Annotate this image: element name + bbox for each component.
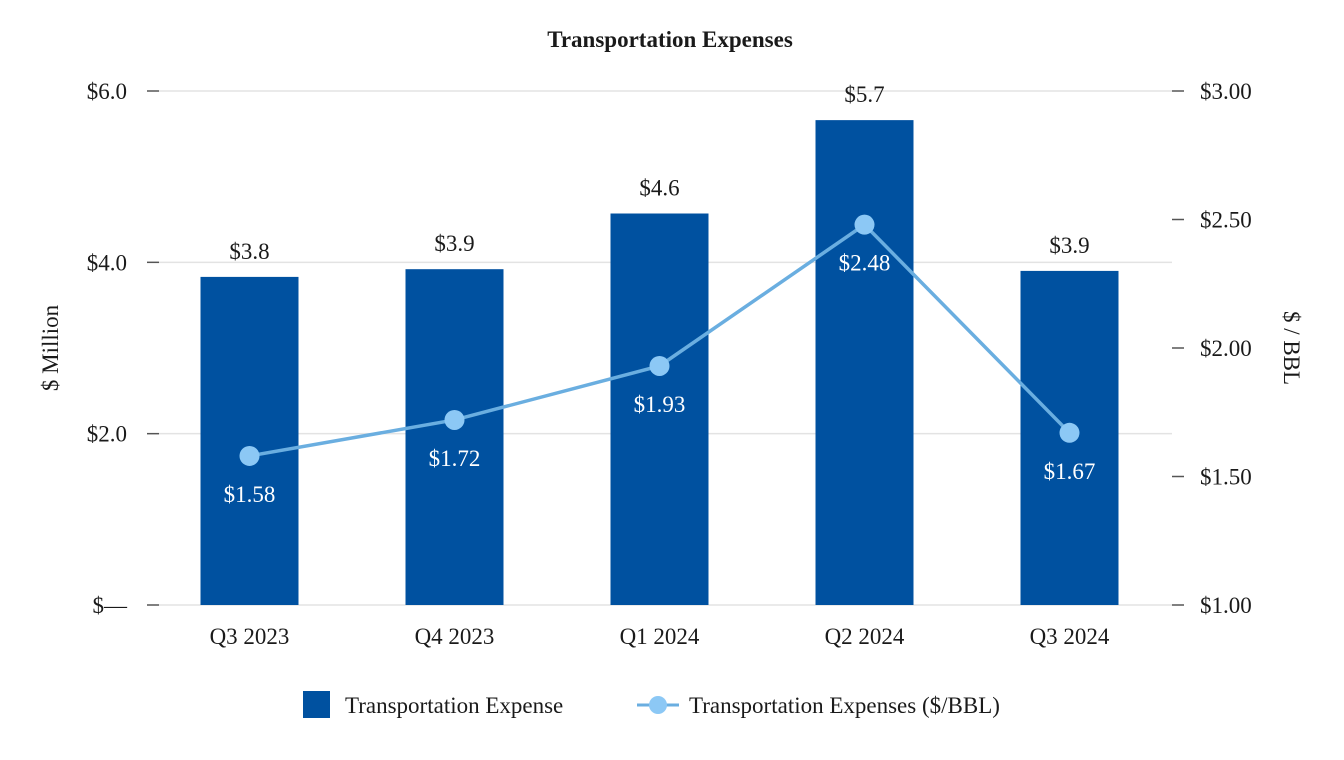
line-value-label: $1.72 [429, 446, 481, 471]
y-right-tick-label: $1.50 [1200, 465, 1252, 490]
y-left-tick-label: $— [93, 593, 129, 618]
y-right-tick-label: $2.00 [1200, 336, 1252, 361]
y-right-tick-label: $2.50 [1200, 208, 1252, 233]
x-tick-label: Q2 2024 [825, 624, 905, 649]
y-right-tick-label: $1.00 [1200, 593, 1252, 618]
legend-line-marker [649, 696, 667, 714]
y-left-tick-label: $2.0 [87, 422, 127, 447]
line-point [239, 445, 260, 466]
line-point [444, 409, 465, 430]
line-series [239, 214, 1080, 466]
bar-value-label: $3.8 [229, 239, 269, 264]
axes: $— $2.0 $4.0 $6.0 $1.00 $1.50 $2.00 $2.50 $3.00 Q… [87, 79, 1252, 649]
bar [815, 120, 914, 606]
data-labels: $3.8 $3.9 $4.6 $5.7 $3.9 $1.58 $1.72 $1.93 $2.48… [224, 82, 1096, 507]
x-tick-label: Q1 2024 [620, 624, 700, 649]
bar-value-label: $3.9 [434, 231, 474, 256]
legend-bar-swatch [303, 691, 330, 718]
bar-value-label: $3.9 [1049, 233, 1089, 258]
line-point [854, 214, 875, 235]
line-value-label: $1.58 [224, 482, 276, 507]
legend-line-label: Transportation Expenses ($/BBL) [689, 693, 1000, 718]
bar [405, 269, 504, 605]
y-left-tick-label: $4.0 [87, 250, 127, 275]
y-right-tick-label: $3.00 [1200, 79, 1252, 104]
bar [610, 213, 709, 605]
y-left-tick-label: $6.0 [87, 79, 127, 104]
x-tick-label: Q3 2024 [1030, 624, 1110, 649]
line-value-label: $1.67 [1044, 459, 1096, 484]
y-left-axis-title: $ Million [38, 304, 63, 391]
line-point [649, 355, 670, 376]
bar-value-label: $5.7 [844, 82, 884, 107]
x-tick-label: Q4 2023 [415, 624, 495, 649]
legend-bar-label: Transportation Expense [345, 693, 563, 718]
x-tick-label: Q3 2023 [210, 624, 290, 649]
y-right-axis-title: $ / BBL [1279, 311, 1304, 385]
line-value-label: $2.48 [839, 251, 891, 276]
bar-value-label: $4.6 [639, 176, 679, 201]
line-value-label: $1.93 [634, 392, 686, 417]
chart-title: Transportation Expenses [547, 27, 793, 52]
line-point [1059, 422, 1080, 443]
bar [200, 276, 299, 605]
legend: Transportation Expense Transportation Ex… [303, 691, 1000, 718]
